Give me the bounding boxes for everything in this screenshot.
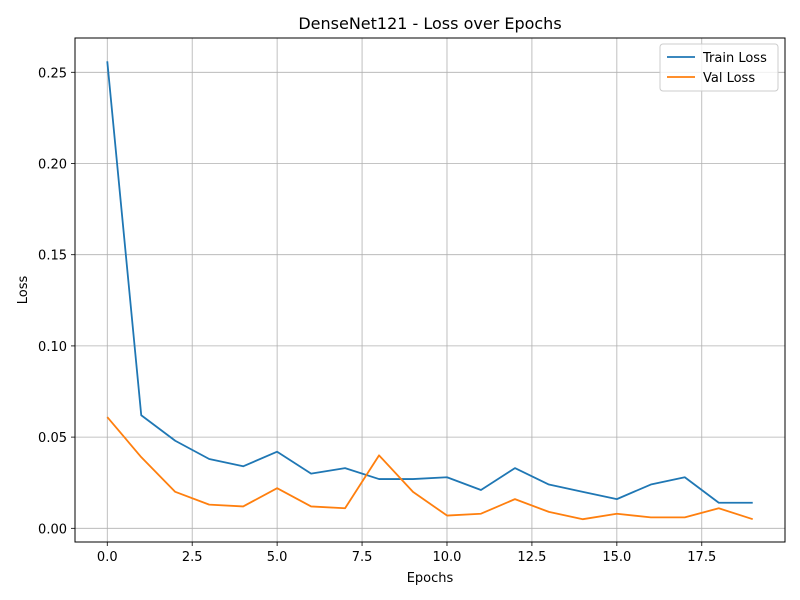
legend-label-train-loss: Train Loss: [702, 51, 767, 66]
chart-title: DenseNet121 - Loss over Epochs: [298, 14, 561, 33]
legend-box: [659, 43, 779, 92]
series-line-val-loss: [106, 416, 754, 521]
y-tick-label: 0.00: [38, 522, 67, 537]
legend-label-val-loss: Val Loss: [703, 71, 755, 86]
x-tick-label: 17.5: [687, 550, 716, 565]
x-axis: 0.0 2.5 5.0 7.5 10.0 12.5 15.0 17.5: [97, 542, 716, 565]
y-tick-label: 0.25: [38, 66, 67, 81]
x-tick-label: 10.0: [433, 550, 462, 565]
x-tick-label: 0.0: [97, 550, 118, 565]
x-tick-label: 15.0: [602, 550, 631, 565]
y-tick-label: 0.15: [38, 249, 67, 264]
x-tick-label: 7.5: [352, 550, 373, 565]
x-tick-label: 5.0: [267, 550, 288, 565]
y-axis-label: Loss: [16, 276, 31, 305]
y-tick-label: 0.10: [38, 340, 67, 355]
plot-frame: [74, 37, 786, 543]
series-layer: [106, 61, 754, 521]
grid: [75, 38, 785, 542]
y-axis: 0.00 0.05 0.10 0.15 0.20 0.25: [38, 66, 75, 537]
legend: Train Loss Val Loss: [659, 43, 779, 92]
y-tick-label: 0.20: [38, 157, 67, 172]
series-line-train-loss: [106, 61, 753, 504]
x-axis-label: Epochs: [407, 571, 454, 586]
y-tick-label: 0.05: [38, 431, 67, 446]
x-tick-label: 12.5: [517, 550, 546, 565]
x-tick-label: 2.5: [182, 550, 203, 565]
